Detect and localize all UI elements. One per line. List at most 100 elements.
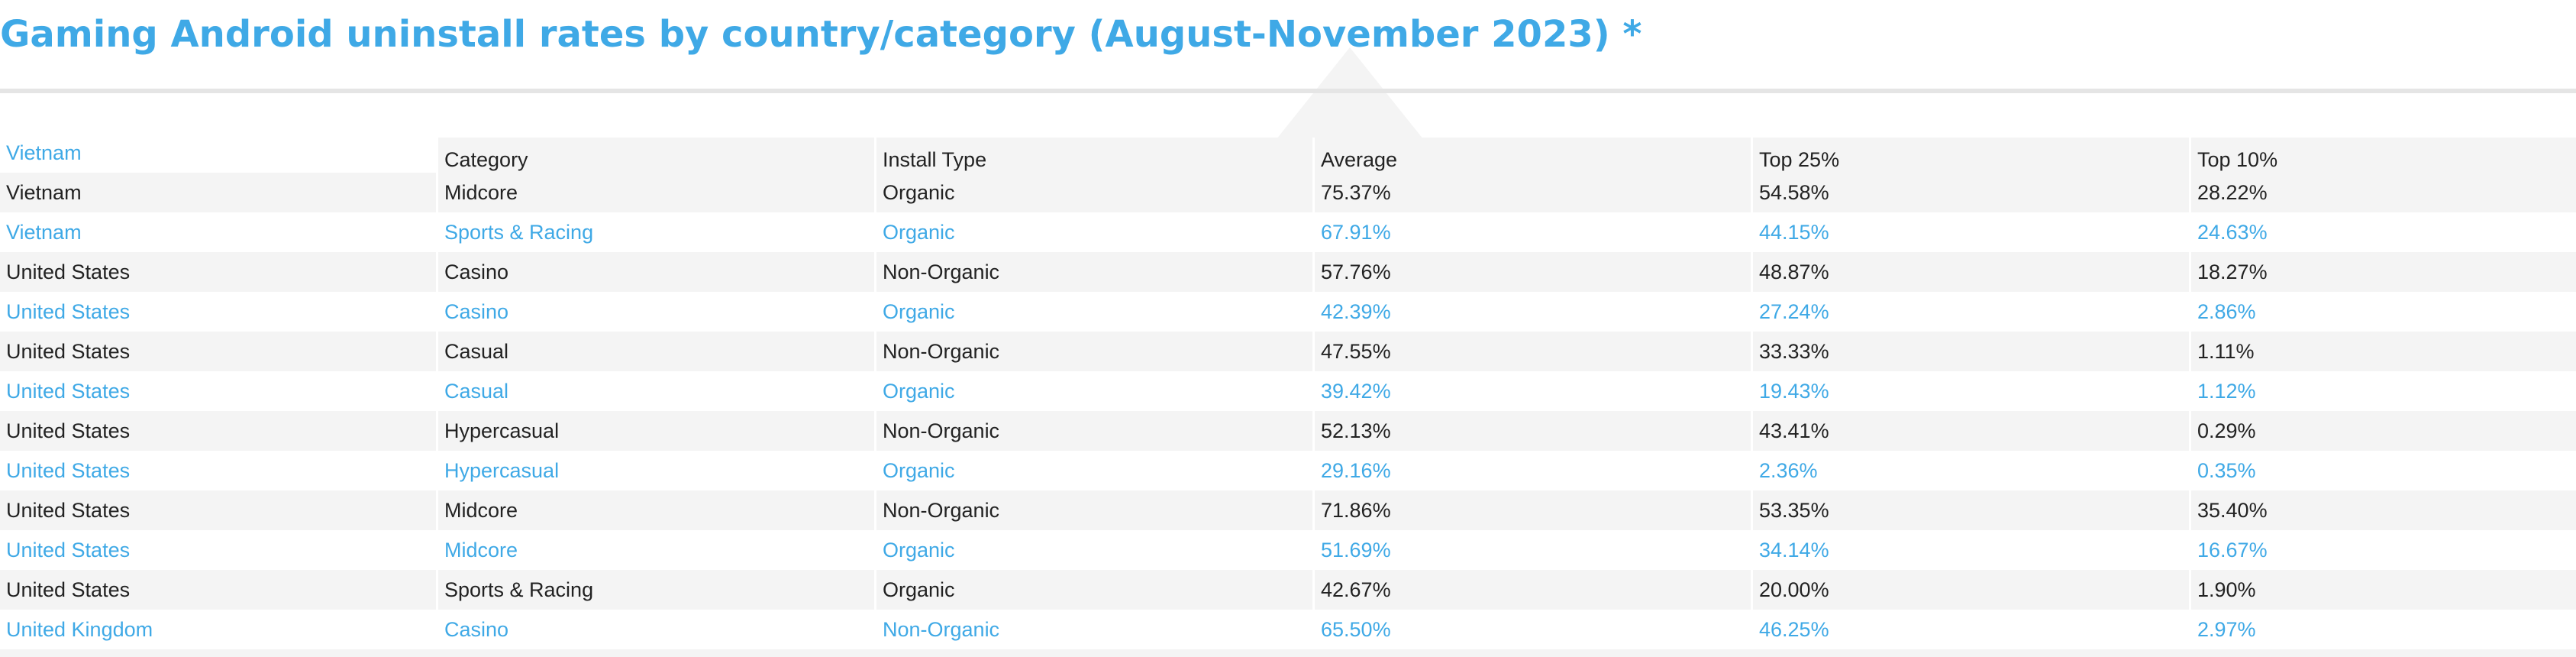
column-header-top-10: Top 10% xyxy=(2191,138,2576,177)
table-row: United States Casino Non-Organic 57.76% … xyxy=(0,252,2576,292)
table-row: United States Hypercasual Non-Organic 52… xyxy=(0,411,2576,451)
cell-average: 71.86% xyxy=(1321,499,1391,522)
cell-average: 39.42% xyxy=(1321,380,1391,403)
cell-average: 75.37% xyxy=(1321,181,1391,204)
cell-top-10: 2.86% xyxy=(2197,300,2256,323)
cell-top-10: 1.90% xyxy=(2197,578,2256,601)
table-row: United States Casual Organic 39.42% 19.4… xyxy=(0,371,2576,411)
cell-average: 29.16% xyxy=(1321,459,1391,482)
cell-top-10: 0.35% xyxy=(2197,459,2256,482)
cell-category: Midcore xyxy=(444,539,518,562)
cell-category: Casino xyxy=(444,261,509,283)
cell-country: United States xyxy=(6,340,131,363)
table-row: United States Sports & Racing Organic 42… xyxy=(0,570,2576,610)
cell-country: United States xyxy=(6,499,131,522)
cell-install-type: Organic xyxy=(883,459,955,482)
cell-country: United States xyxy=(6,459,131,482)
cell-average: 51.69% xyxy=(1321,539,1391,562)
column-divider xyxy=(1751,138,1753,657)
column-header-top-25: Top 25% xyxy=(1753,138,2190,177)
cell-category: Casual xyxy=(444,380,509,403)
cell-top-10: 1.11% xyxy=(2197,340,2255,363)
cell-top-25: 20.00% xyxy=(1759,578,1829,601)
cell-category: Hypercasual xyxy=(444,419,560,442)
cell-category: Hypercasual xyxy=(444,459,560,482)
cell-install-type: Organic xyxy=(883,380,955,403)
cell-install-type: Organic xyxy=(883,300,955,323)
cell-average: 67.91% xyxy=(1321,221,1391,244)
cell-top-10: 35.40% xyxy=(2197,499,2268,522)
cell-category: Sports & Racing xyxy=(444,221,594,244)
cell-category: Midcore xyxy=(444,499,518,522)
cell-country: United States xyxy=(6,300,131,323)
cell-top-25: 2.36% xyxy=(1759,459,1818,482)
cell-category: Casual xyxy=(444,340,509,363)
cell-average: 47.55% xyxy=(1321,340,1391,363)
cell-country: United States xyxy=(6,261,131,283)
column-header-country: Vietnam xyxy=(0,134,437,171)
cell-top-10: 16.67% xyxy=(2197,539,2268,562)
cell-top-10: 18.27% xyxy=(2197,261,2268,283)
cell-category: Sports & Racing xyxy=(444,578,594,601)
cell-top-25: 33.33% xyxy=(1759,340,1829,363)
cell-category: Casino xyxy=(444,300,509,323)
cell-average: 42.39% xyxy=(1321,300,1391,323)
column-header-install-type: Install Type xyxy=(876,138,1313,177)
cell-install-type: Non-Organic xyxy=(883,261,1000,283)
cell-average: 42.67% xyxy=(1321,578,1391,601)
title-divider xyxy=(0,89,2576,93)
cell-category: Casino xyxy=(444,618,509,641)
cell-top-25: 54.58% xyxy=(1759,181,1829,204)
table-row: United States Hypercasual Organic 29.16%… xyxy=(0,451,2576,490)
cell-country: Vietnam xyxy=(6,181,82,204)
cell-install-type: Organic xyxy=(883,578,955,601)
cell-top-25: 43.41% xyxy=(1759,419,1829,442)
cell-top-10: 0.29% xyxy=(2197,419,2256,442)
cell-install-type: Non-Organic xyxy=(883,499,1000,522)
cell-top-25: 27.24% xyxy=(1759,300,1829,323)
cell-top-25: 53.35% xyxy=(1759,499,1829,522)
table-row: United Kingdom Casino Non-Organic 65.50%… xyxy=(0,610,2576,649)
column-header-category: Category xyxy=(438,138,875,177)
cell-average: 52.13% xyxy=(1321,419,1391,442)
cell-country: United States xyxy=(6,419,131,442)
column-divider xyxy=(2189,138,2191,657)
cell-country: United States xyxy=(6,539,131,562)
cell-install-type: Non-Organic xyxy=(883,340,1000,363)
cell-top-25: 19.43% xyxy=(1759,380,1829,403)
cell-top-25: 48.87% xyxy=(1759,261,1829,283)
cell-install-type: Organic xyxy=(883,539,955,562)
column-divider xyxy=(874,138,876,657)
table-row: Vietnam Midcore Organic 75.37% 54.58% 28… xyxy=(0,173,2576,212)
cell-category: Midcore xyxy=(444,181,518,204)
cell-top-25: 34.14% xyxy=(1759,539,1829,562)
cell-install-type: Non-Organic xyxy=(883,419,1000,442)
cell-average: 57.76% xyxy=(1321,261,1391,283)
cell-install-type: Organic xyxy=(883,181,955,204)
cell-country: United Kingdom xyxy=(6,618,153,641)
table-row: United States Casual Non-Organic 47.55% … xyxy=(0,332,2576,371)
column-header-average: Average xyxy=(1315,138,1751,177)
column-divider xyxy=(1312,138,1315,657)
cell-top-10: 1.12% xyxy=(2197,380,2256,403)
cell-country: United States xyxy=(6,380,131,403)
cell-top-25: 44.15% xyxy=(1759,221,1829,244)
table-row: Vietnam Sports & Racing Organic 67.91% 4… xyxy=(0,212,2576,252)
cell-average: 65.50% xyxy=(1321,618,1391,641)
cell-top-10: 2.97% xyxy=(2197,618,2256,641)
cell-install-type: Organic xyxy=(883,221,955,244)
decorative-triangle xyxy=(1277,47,1423,139)
table-row: United States Midcore Organic 51.69% 34.… xyxy=(0,530,2576,570)
cell-top-25: 46.25% xyxy=(1759,618,1829,641)
page-title: Gaming Android uninstall rates by countr… xyxy=(0,13,1642,56)
cell-top-10: 24.63% xyxy=(2197,221,2268,244)
cell-country: United States xyxy=(6,578,131,601)
table-row: United States Casino Organic 42.39% 27.2… xyxy=(0,292,2576,332)
table-row: United States Midcore Non-Organic 71.86%… xyxy=(0,490,2576,530)
next-row-strip xyxy=(0,649,2576,657)
cell-top-10: 28.22% xyxy=(2197,181,2268,204)
column-divider xyxy=(436,138,438,657)
cell-install-type: Non-Organic xyxy=(883,618,1000,641)
cell-country: Vietnam xyxy=(6,221,82,244)
